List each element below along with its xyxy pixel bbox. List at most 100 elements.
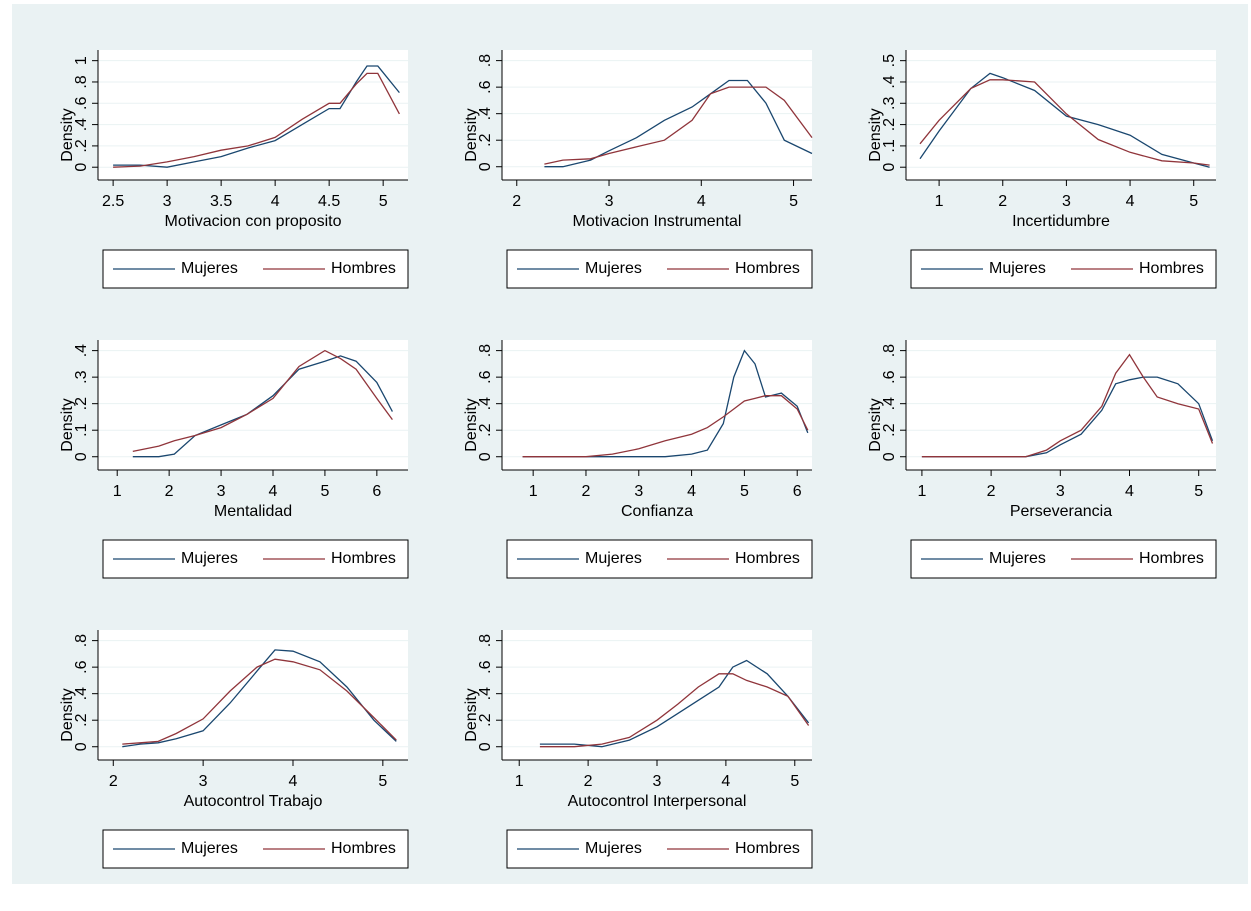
x-tick-label: 6 <box>372 483 381 500</box>
legend-box <box>102 829 409 869</box>
y-tick-label: .6 <box>73 97 90 110</box>
x-tick-label: 4 <box>721 773 730 790</box>
legend-label: Mujeres <box>989 550 1046 567</box>
y-tick-label: .8 <box>73 75 90 88</box>
x-tick-label: 3 <box>634 483 643 500</box>
x-tick-label: 2 <box>582 483 591 500</box>
y-tick-label: .3 <box>73 370 90 383</box>
plot-region <box>906 340 1216 470</box>
y-tick-label: .4 <box>477 107 494 120</box>
density-line <box>544 79 813 168</box>
density-line <box>122 658 397 745</box>
y-tick-label: .4 <box>73 687 90 700</box>
plot-region <box>98 630 408 760</box>
y-tick-label: .6 <box>73 660 90 673</box>
y-tick-label: .1 <box>881 139 898 152</box>
y-tick-label: .6 <box>881 370 898 383</box>
y-tick-label: .2 <box>881 423 898 436</box>
x-tick-label: 3 <box>1062 193 1071 210</box>
x-tick-label: 2.5 <box>102 193 124 210</box>
legend-label: Hombres <box>331 260 396 277</box>
x-tick-label: 1 <box>515 773 524 790</box>
y-tick-label: .4 <box>477 687 494 700</box>
y-tick-label: .1 <box>73 423 90 436</box>
y-tick-label: 0 <box>881 163 898 172</box>
x-tick-label: 4 <box>289 773 298 790</box>
plot-region <box>98 50 408 180</box>
x-tick-label: 3 <box>163 193 172 210</box>
y-axis-title: Density <box>59 688 76 741</box>
x-tick-label: 3 <box>217 483 226 500</box>
x-tick-label: 1 <box>935 193 944 210</box>
x-tick-label: 5 <box>1189 193 1198 210</box>
y-tick-label: .2 <box>477 713 494 726</box>
y-tick-label: .6 <box>477 80 494 93</box>
y-tick-label: .2 <box>477 133 494 146</box>
y-axis-title: Density <box>463 398 480 451</box>
x-axis-title: Autocontrol Interpersonal <box>568 793 747 810</box>
x-tick-label: 5 <box>378 773 387 790</box>
legend-label: Hombres <box>331 550 396 567</box>
y-tick-label: 1 <box>73 56 90 65</box>
x-tick-label: 5 <box>790 773 799 790</box>
x-axis-title: Autocontrol Trabajo <box>184 793 323 810</box>
x-tick-label: 2 <box>512 193 521 210</box>
plot-region <box>906 50 1216 180</box>
x-tick-label: 4 <box>687 483 696 500</box>
y-tick-label: .4 <box>881 75 898 88</box>
plot-region <box>502 630 812 760</box>
density-line <box>113 72 400 168</box>
x-tick-label: 3.5 <box>210 193 232 210</box>
density-line <box>132 349 393 453</box>
x-tick-label: 6 <box>793 483 802 500</box>
y-axis-title: Density <box>59 108 76 161</box>
density-line <box>539 673 810 748</box>
x-tick-label: 2 <box>109 773 118 790</box>
legend-label: Hombres <box>735 260 800 277</box>
legend-label: Mujeres <box>585 260 642 277</box>
density-line <box>919 79 1210 166</box>
x-axis-title: Motivacion con proposito <box>165 213 342 230</box>
density-line <box>132 355 393 458</box>
density-line <box>919 72 1210 168</box>
x-tick-label: 4 <box>697 193 706 210</box>
y-tick-label: 0 <box>477 742 494 751</box>
y-tick-label: .8 <box>477 54 494 67</box>
x-tick-label: 5 <box>1194 483 1203 500</box>
y-tick-label: .5 <box>881 54 898 67</box>
x-tick-label: 4 <box>1125 483 1134 500</box>
y-axis-title: Density <box>463 688 480 741</box>
y-tick-label: .2 <box>73 397 90 410</box>
x-tick-label: 5 <box>320 483 329 500</box>
legend-label: Hombres <box>331 840 396 857</box>
y-tick-label: .8 <box>73 634 90 647</box>
y-tick-label: .4 <box>73 344 90 357</box>
y-tick-label: .8 <box>477 634 494 647</box>
x-axis-title: Perseverancia <box>1010 503 1112 520</box>
x-tick-label: 2 <box>998 193 1007 210</box>
y-tick-label: 0 <box>881 452 898 461</box>
legend-label: Hombres <box>735 550 800 567</box>
x-tick-label: 4.5 <box>318 193 340 210</box>
density-line <box>544 86 813 165</box>
x-tick-label: 2 <box>165 483 174 500</box>
y-tick-label: .8 <box>881 344 898 357</box>
y-tick-label: .6 <box>477 370 494 383</box>
legend-label: Hombres <box>1139 260 1204 277</box>
x-tick-label: 3 <box>653 773 662 790</box>
y-tick-label: 0 <box>477 452 494 461</box>
x-tick-label: 4 <box>1126 193 1135 210</box>
y-axis-title: Density <box>59 398 76 451</box>
plot-region <box>502 340 812 470</box>
density-line <box>522 395 809 458</box>
x-axis-title: Incertidumbre <box>1012 213 1110 230</box>
x-tick-label: 3 <box>1056 483 1065 500</box>
x-tick-label: 4 <box>269 483 278 500</box>
x-tick-label: 5 <box>379 193 388 210</box>
x-tick-label: 5 <box>789 193 798 210</box>
legend-label: Mujeres <box>989 260 1046 277</box>
y-tick-label: 0 <box>73 742 90 751</box>
y-tick-label: .4 <box>881 397 898 410</box>
density-line <box>539 659 810 748</box>
